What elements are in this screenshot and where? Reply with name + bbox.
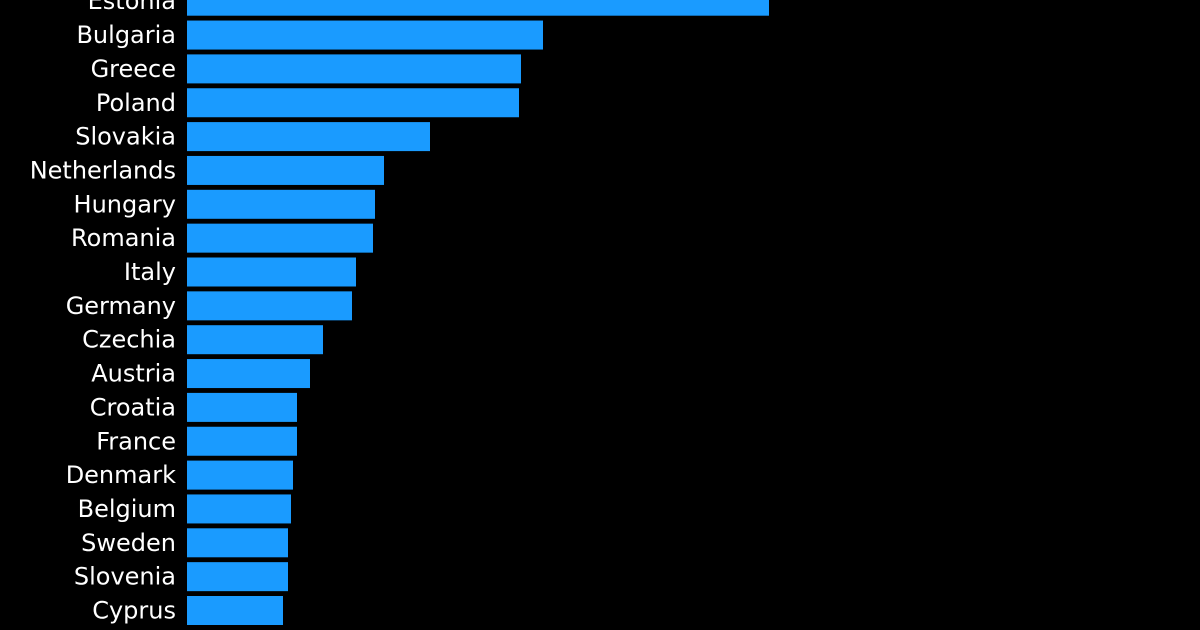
category-label: Czechia <box>82 326 176 354</box>
bar <box>187 528 288 558</box>
category-label: France <box>96 427 176 455</box>
bar <box>187 392 297 422</box>
category-label: Netherlands <box>30 156 176 184</box>
bar <box>187 359 310 389</box>
category-label: Croatia <box>90 393 176 421</box>
bar <box>187 189 375 219</box>
category-label: Austria <box>91 360 176 388</box>
bar <box>187 122 430 152</box>
bar <box>187 426 297 456</box>
bar <box>187 88 519 118</box>
category-label: Sweden <box>81 529 176 557</box>
bar <box>187 0 769 16</box>
bar <box>187 291 352 321</box>
bar <box>187 257 356 287</box>
bar <box>187 562 288 592</box>
bar <box>187 223 373 253</box>
bar <box>187 325 323 355</box>
category-label: Poland <box>96 89 176 117</box>
category-label: Cyprus <box>92 597 176 625</box>
bar <box>187 20 543 50</box>
bar <box>187 54 521 84</box>
bar <box>187 460 293 490</box>
category-label: Greece <box>91 55 176 83</box>
category-label: Hungary <box>74 190 176 218</box>
category-label: Belgium <box>78 495 176 523</box>
category-label: Slovenia <box>74 563 176 591</box>
bar <box>187 494 291 524</box>
category-label: Romania <box>71 224 176 252</box>
category-label: Denmark <box>66 461 176 489</box>
category-label: Germany <box>66 292 176 320</box>
category-label: Bulgaria <box>76 21 176 49</box>
category-label: Slovakia <box>75 123 176 151</box>
bar <box>187 155 384 185</box>
category-label: Italy <box>124 258 176 286</box>
category-label: Estonia <box>88 0 176 15</box>
bar <box>187 596 283 625</box>
